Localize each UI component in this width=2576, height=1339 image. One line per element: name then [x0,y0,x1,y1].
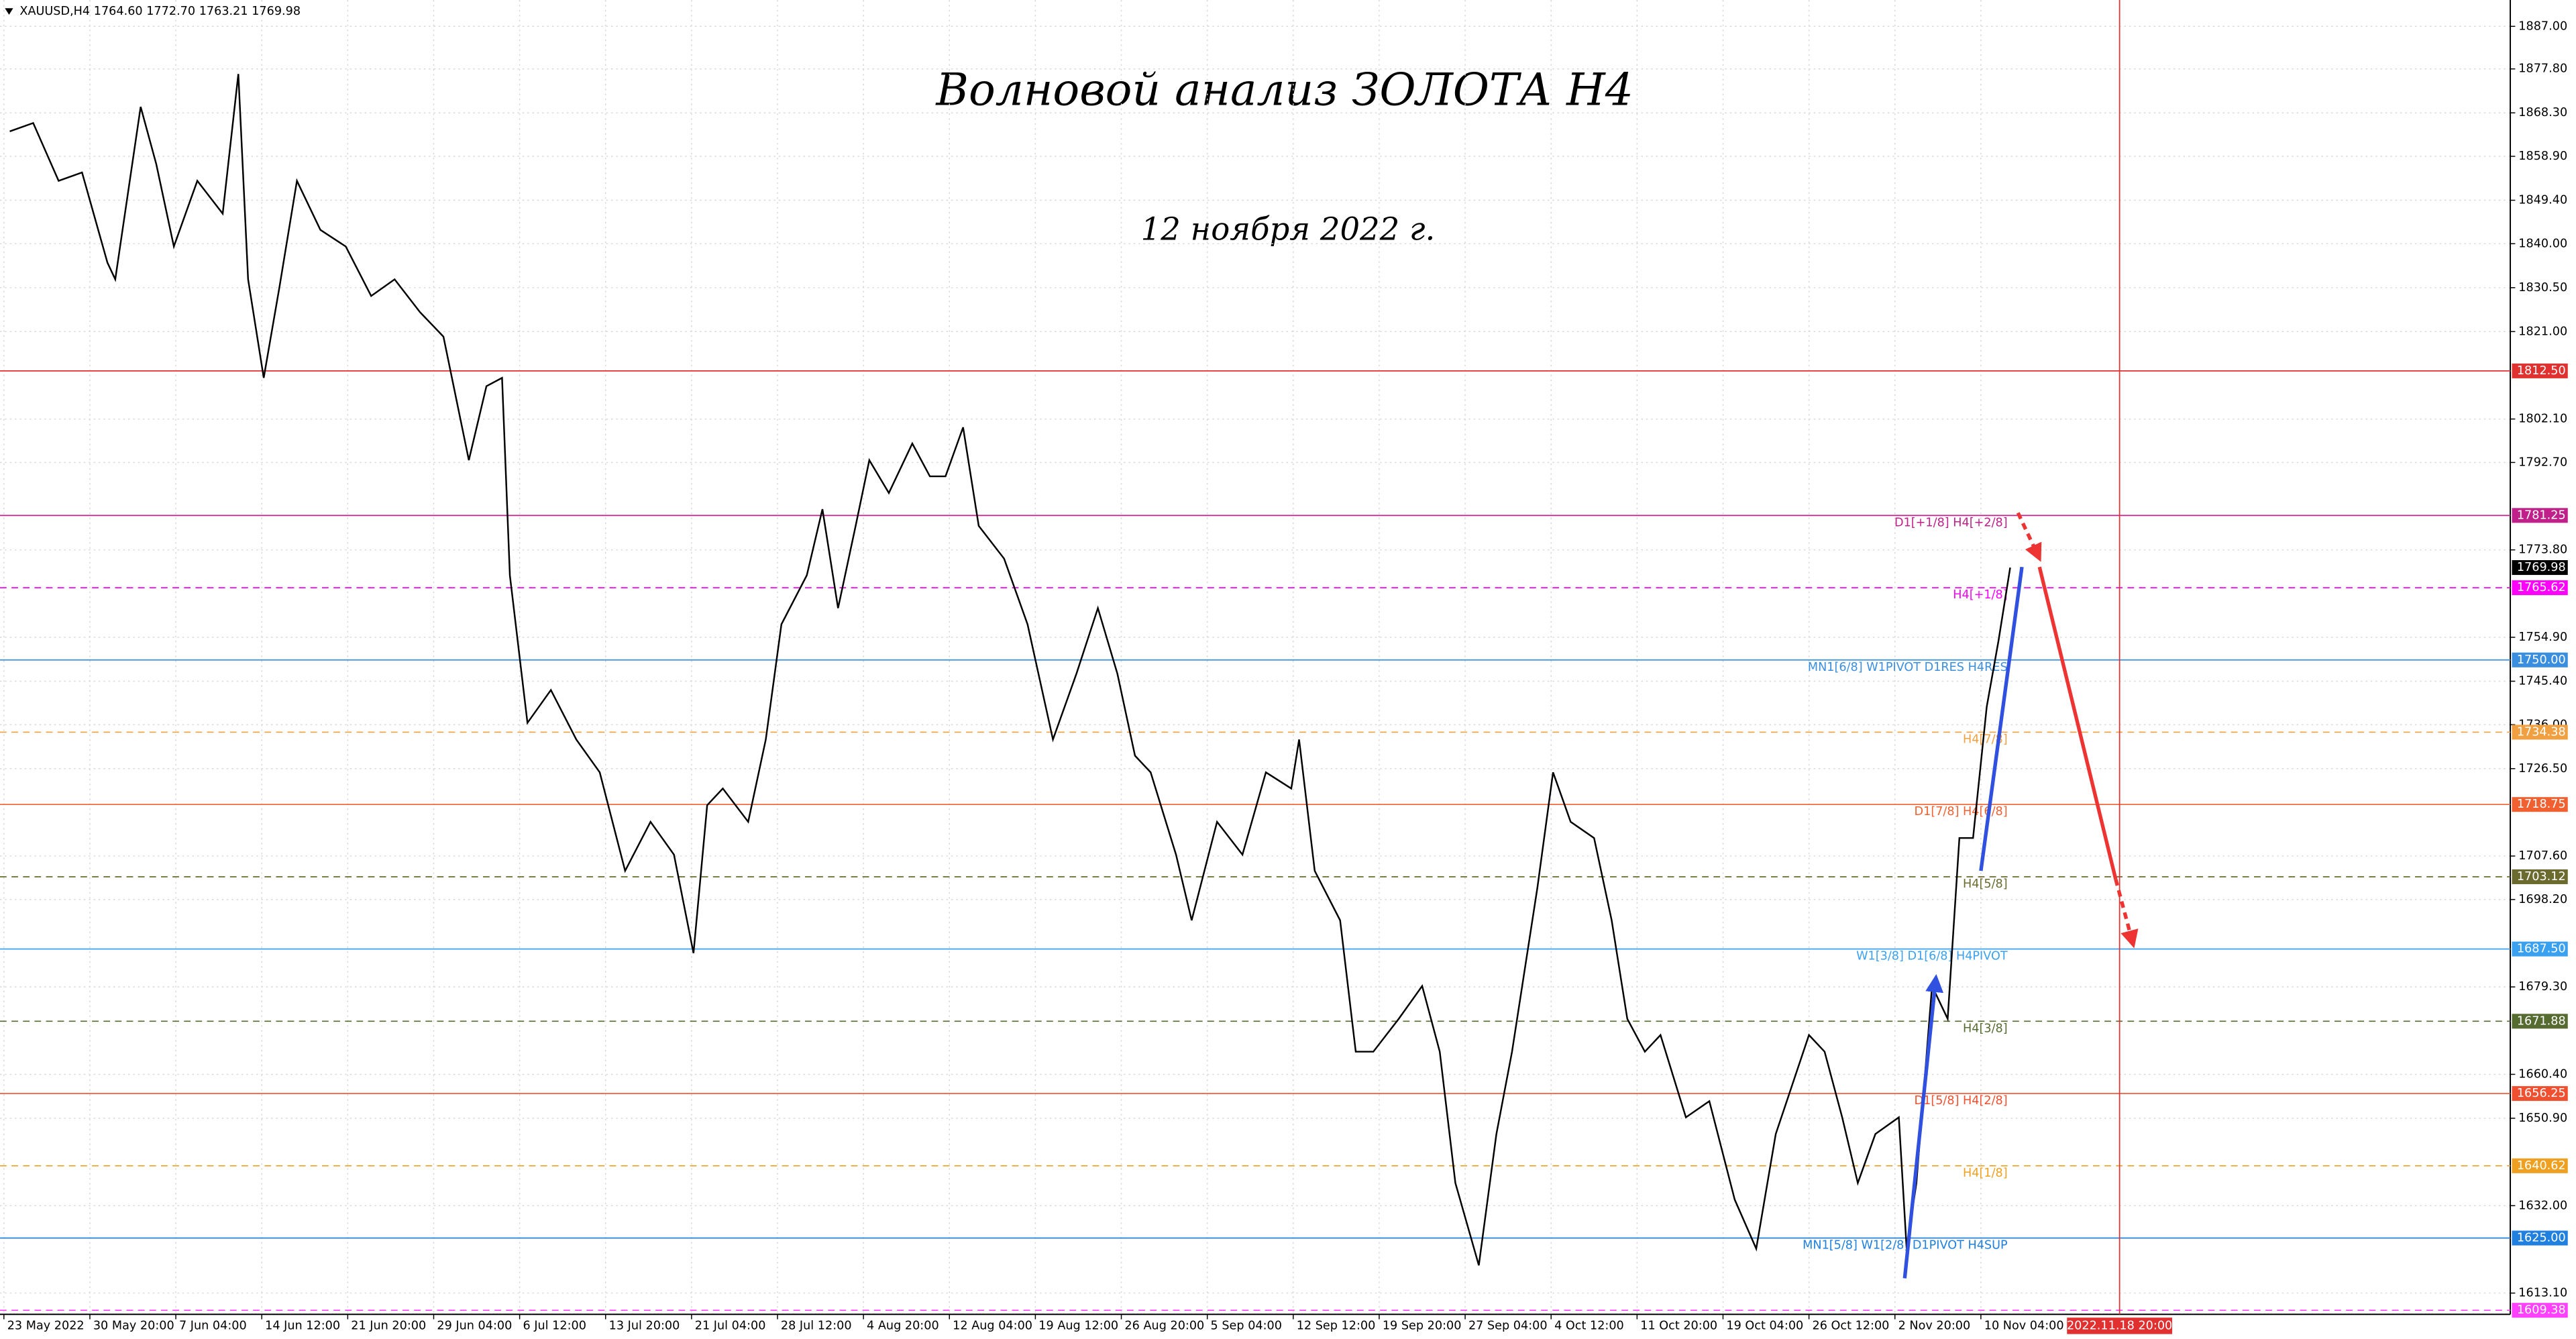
level-label: D1[+1/8] H4[+2/8] [1894,516,2008,529]
price-tag [2512,725,2568,740]
x-tick-label: 23 May 2022 [7,1319,85,1332]
y-tick-label: 1821.00 [2518,325,2567,338]
x-tick-label: 12 Aug 04:00 [953,1319,1032,1332]
x-tick-label: 30 May 20:00 [93,1319,174,1332]
x-tick-label: 19 Aug 12:00 [1038,1319,1118,1332]
x-tick-label: 4 Oct 12:00 [1554,1319,1624,1332]
forecast-arrow [1902,974,1944,1279]
price-tag-label: 1703.12 [2517,870,2566,883]
y-tick-label: 1650.90 [2518,1112,2567,1125]
x-tick-label: 26 Oct 12:00 [1812,1319,1889,1332]
level-label: D1[5/8] H4[2/8] [1915,1094,2008,1108]
level-label: W1[3/8] D1[6/8] H4PIVOT [1856,950,2008,963]
price-tag [2512,363,2568,378]
x-tick-label: 4 Aug 20:00 [867,1319,939,1332]
price-tag-label: 1718.75 [2517,798,2566,811]
y-tick-label: 1877.80 [2518,62,2567,76]
price-tag-label: 1656.25 [2517,1087,2566,1100]
x-tick-label: 27 Sep 04:00 [1468,1319,1548,1332]
level-label: H4[5/8] [1963,877,2008,891]
level-label: MN1[5/8] W1[2/8] D1PIVOT H4SUP [1803,1239,2008,1252]
price-tag-label: 1781.25 [2517,508,2566,522]
y-tick-label: 1773.80 [2518,543,2567,557]
x-tick-label: 12 Sep 12:00 [1297,1319,1376,1332]
level-label: H4[+1/8] [1953,588,2007,602]
cursor-tag [2067,1318,2172,1334]
cursor-label: 2022.11.18 20:00 [2067,1319,2172,1332]
forecast-arrow [1979,566,2024,871]
y-tick-label: 1792.70 [2518,456,2567,469]
y-tick-label: 1707.60 [2518,849,2567,863]
y-tick-label: 1887.00 [2518,19,2567,33]
x-tick-label: 2 Nov 20:00 [1898,1319,1971,1332]
price-tag [2512,1303,2568,1318]
chart-title: Волновой анализ ЗОЛОТА H4 [935,64,1633,116]
price-tag-label: 1734.38 [2517,725,2566,739]
x-tick-label: 10 Nov 04:00 [1984,1319,2064,1332]
y-tick-label: 1745.40 [2518,674,2567,688]
price-tag [2512,1014,2568,1029]
forecast-arrow [2037,566,2118,880]
price-tag [2512,941,2568,957]
price-tag-label: 1812.50 [2517,364,2566,378]
y-tick-label: 1698.20 [2518,893,2567,906]
price-tag-label: 1750.00 [2517,653,2566,667]
y-tick-label: 1613.10 [2518,1287,2567,1300]
y-tick-label: 1726.50 [2518,762,2567,775]
y-tick-label: 1840.00 [2518,237,2567,250]
current-price-tag [2512,560,2568,576]
level-label: H4[1/8] [1963,1167,2008,1180]
x-tick-label: 5 Sep 04:00 [1211,1319,1282,1332]
price-tag [2512,508,2568,523]
forecast-arrow [2016,512,2042,562]
price-tag-label: 1671.88 [2517,1014,2566,1028]
chart-subtitle: 12 ноября 2022 г. [1141,211,1436,247]
price-tag [2512,652,2568,667]
x-tick-label: 21 Jun 20:00 [351,1319,426,1332]
current-price-label: 1769.98 [2517,561,2566,574]
x-tick-label: 28 Jul 12:00 [781,1319,852,1332]
level-label: D1[7/8] H4[6/8] [1915,805,2008,818]
x-tick-label: 19 Oct 04:00 [1726,1319,1803,1332]
price-tag [2512,1086,2568,1102]
y-tick-label: 1754.90 [2518,631,2567,644]
x-tick-label: 26 Aug 20:00 [1124,1319,1204,1332]
y-tick-label: 1868.30 [2518,106,2567,119]
x-tick-label: 29 Jun 04:00 [437,1319,512,1332]
x-tick-label: 19 Sep 20:00 [1383,1319,1462,1332]
y-tick-label: 1830.50 [2518,281,2567,294]
price-tag [2512,797,2568,812]
price-line [9,74,2011,1266]
x-tick-label: 21 Jul 04:00 [695,1319,766,1332]
x-tick-label: 14 Jun 12:00 [265,1319,340,1332]
y-tick-label: 1660.40 [2518,1067,2567,1081]
level-label: MN1[6/8] W1PIVOT D1RES H4RES [1808,661,2008,674]
y-tick-label: 1802.10 [2518,413,2567,426]
x-tick-label: 11 Oct 20:00 [1640,1319,1717,1332]
price-tag [2512,869,2568,884]
x-tick-label: 13 Jul 20:00 [609,1319,680,1332]
y-tick-label: 1679.30 [2518,980,2567,994]
price-tag-label: 1687.50 [2517,943,2566,956]
y-tick-label: 1849.40 [2518,194,2567,207]
price-tag-label: 1625.00 [2517,1232,2566,1245]
chart-header: XAUUSD,H4 1764.60 1772.70 1763.21 1769.9… [19,5,301,18]
level-label: H4[3/8] [1963,1022,2008,1035]
x-tick-label: 7 Jun 04:00 [179,1319,247,1332]
price-tag [2512,580,2568,596]
price-tag-label: 1765.62 [2517,581,2566,594]
header-triangle [5,8,13,15]
x-tick-label: 6 Jul 12:00 [523,1319,586,1332]
price-tag [2512,1158,2568,1173]
y-tick-label: 1858.90 [2518,150,2567,163]
y-tick-label: 1632.00 [2518,1199,2567,1212]
price-tag-label: 1640.62 [2517,1159,2566,1173]
price-tag [2512,1230,2568,1246]
price-tag-label: 1609.38 [2517,1303,2566,1317]
